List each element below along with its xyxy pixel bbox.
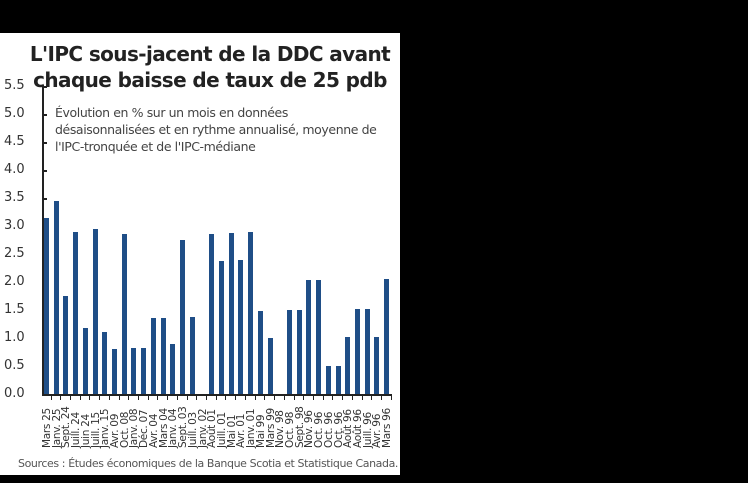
x-tick <box>176 394 178 400</box>
y-axis <box>42 85 44 395</box>
bar <box>92 228 98 394</box>
bar <box>102 332 108 394</box>
bar <box>63 296 69 394</box>
bar <box>364 308 370 394</box>
y-tick <box>42 170 47 172</box>
bar <box>189 317 195 394</box>
bar <box>160 318 166 394</box>
chart-subtitle: Évolution en % sur un mois en données dé… <box>55 105 377 154</box>
bar <box>248 231 254 394</box>
bar <box>82 328 88 394</box>
bar <box>44 217 49 394</box>
x-tick <box>244 394 246 400</box>
bar <box>218 260 224 394</box>
x-tick <box>264 394 266 400</box>
bar <box>335 366 341 394</box>
x-tick <box>351 394 353 400</box>
bar <box>325 366 331 394</box>
bar <box>112 349 118 394</box>
bar <box>306 280 312 394</box>
y-tick <box>42 142 47 144</box>
x-tick <box>196 394 198 400</box>
x-tick <box>274 394 276 400</box>
y-tick-label: 1.0 <box>4 330 25 345</box>
x-tick <box>69 394 71 400</box>
x-tick <box>303 394 305 400</box>
x-tick <box>118 394 120 400</box>
bar <box>257 311 263 394</box>
bar <box>53 200 59 394</box>
x-tick-label: Mars 96 <box>381 408 394 448</box>
x-tick <box>371 394 373 400</box>
x-tick <box>89 394 91 400</box>
bar <box>150 318 156 394</box>
y-tick <box>42 394 47 396</box>
bar <box>131 347 137 394</box>
x-tick <box>206 394 208 400</box>
x-tick <box>167 394 169 400</box>
y-tick-label: 5.0 <box>4 106 25 121</box>
x-tick <box>147 394 149 400</box>
y-tick <box>42 198 47 200</box>
y-tick-label: 5.5 <box>4 78 25 93</box>
chart-panel: L'IPC sous-jacent de la DDC avant chaque… <box>0 33 400 475</box>
bar <box>170 343 176 394</box>
y-tick-label: 3.0 <box>4 218 25 233</box>
y-tick <box>42 86 47 88</box>
y-tick-label: 3.5 <box>4 190 25 205</box>
x-tick <box>312 394 314 400</box>
x-tick <box>342 394 344 400</box>
bar <box>73 231 79 394</box>
bar <box>355 308 361 394</box>
y-tick <box>42 114 47 116</box>
x-tick <box>283 394 285 400</box>
y-tick-label: 4.0 <box>4 162 25 177</box>
source-note: Sources : Études économiques de la Banqu… <box>18 457 399 470</box>
x-tick <box>137 394 139 400</box>
bar <box>228 233 234 394</box>
y-tick-label: 0.0 <box>4 386 25 401</box>
y-tick-label: 2.5 <box>4 246 25 261</box>
y-tick-label: 1.5 <box>4 302 25 317</box>
x-tick <box>60 394 62 400</box>
bar <box>287 310 292 394</box>
bar <box>316 280 322 394</box>
bar <box>121 234 127 394</box>
y-tick-label: 2.0 <box>4 274 25 289</box>
x-tick <box>332 394 334 400</box>
bar <box>180 240 186 394</box>
bar <box>141 347 147 394</box>
x-axis <box>42 394 392 396</box>
bar <box>296 310 302 394</box>
x-tick <box>157 394 159 400</box>
bar <box>374 336 380 394</box>
bar <box>267 338 273 394</box>
x-tick <box>215 394 217 400</box>
x-tick <box>361 394 363 400</box>
x-tick <box>108 394 110 400</box>
x-tick <box>50 394 52 400</box>
x-tick <box>99 394 101 400</box>
bar <box>238 259 244 394</box>
y-tick-label: 0.5 <box>4 358 25 373</box>
bar <box>384 279 390 394</box>
x-tick <box>380 394 382 400</box>
x-tick <box>235 394 237 400</box>
x-tick <box>225 394 227 400</box>
chart-title: L'IPC sous-jacent de la DDC avant chaque… <box>29 42 391 92</box>
x-tick <box>293 394 295 400</box>
y-tick-label: 4.5 <box>4 134 25 149</box>
x-tick <box>390 394 392 400</box>
x-tick <box>322 394 324 400</box>
x-tick <box>128 394 130 400</box>
bar <box>345 336 351 394</box>
x-tick <box>186 394 188 400</box>
x-tick <box>254 394 256 400</box>
x-tick <box>79 394 81 400</box>
bar <box>209 234 215 394</box>
